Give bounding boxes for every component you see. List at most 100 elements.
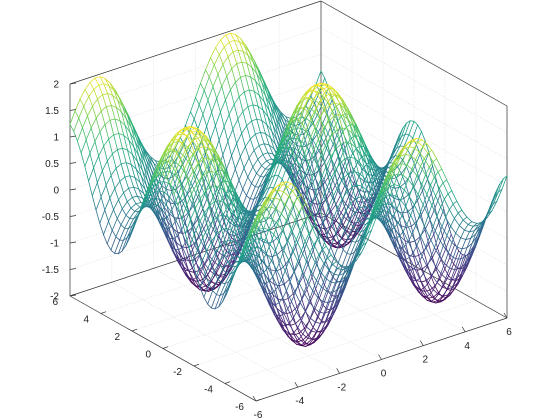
mesh-segment xyxy=(338,269,344,276)
mesh-segment xyxy=(239,146,246,158)
mesh-segment xyxy=(199,182,206,195)
mesh-segment xyxy=(417,255,423,264)
mesh-segment xyxy=(172,139,179,150)
mesh-segment xyxy=(345,210,350,221)
mesh-segment xyxy=(318,301,324,313)
mesh-segment xyxy=(288,249,294,262)
mesh-segment xyxy=(324,193,329,209)
mesh-segment xyxy=(167,221,174,229)
mesh-segment xyxy=(327,276,334,293)
mesh-segment xyxy=(223,41,230,48)
wall-grid-line xyxy=(69,53,322,138)
mesh-segment xyxy=(289,210,296,221)
mesh-segment xyxy=(443,198,450,210)
mesh-segment xyxy=(327,300,334,304)
mesh-segment xyxy=(430,192,436,209)
mesh-segment xyxy=(416,175,423,185)
mesh-segment xyxy=(425,236,430,248)
mesh-segment xyxy=(293,174,300,184)
mesh-segment xyxy=(227,216,233,231)
mesh-segment xyxy=(422,273,429,284)
mesh-segment xyxy=(170,211,177,221)
mesh-segment xyxy=(253,90,259,107)
mesh-segment xyxy=(263,273,269,289)
mesh-segment xyxy=(205,270,211,279)
mesh-segment xyxy=(219,273,226,277)
mesh-segment xyxy=(164,227,171,239)
mesh-segment xyxy=(270,215,275,226)
mesh-segment xyxy=(421,255,428,267)
mesh-segment xyxy=(187,127,193,133)
mesh-segment xyxy=(400,153,406,157)
mesh-segment xyxy=(230,198,236,209)
mesh-segment xyxy=(349,156,356,159)
mesh-segment xyxy=(401,256,408,265)
mesh-segment xyxy=(125,118,131,133)
mesh-segment xyxy=(195,136,201,139)
mesh-segment xyxy=(191,134,197,141)
mesh-segment xyxy=(255,199,262,208)
mesh-segment xyxy=(246,125,251,140)
mesh-segment xyxy=(356,223,363,232)
mesh-segment xyxy=(260,189,267,201)
mesh-segment xyxy=(229,266,236,275)
mesh-segment xyxy=(212,215,219,222)
mesh-segment xyxy=(189,224,194,235)
mesh-segment xyxy=(271,154,278,170)
mesh-segment xyxy=(258,264,264,281)
mesh-segment xyxy=(336,233,343,239)
mesh-segment xyxy=(106,160,112,176)
mesh-segment xyxy=(260,222,265,233)
mesh-segment xyxy=(207,86,214,101)
mesh-segment xyxy=(198,222,204,238)
mesh-segment xyxy=(339,163,344,179)
mesh-segment xyxy=(411,279,418,290)
mesh-segment xyxy=(246,62,251,78)
mesh-segment xyxy=(334,298,340,310)
floor-grid-line xyxy=(162,265,415,349)
mesh-segment xyxy=(297,171,304,182)
mesh-segment xyxy=(174,201,181,205)
mesh-segment xyxy=(258,94,265,103)
mesh-segment xyxy=(162,212,167,228)
mesh-segment xyxy=(292,239,297,251)
mesh-segment xyxy=(99,209,106,224)
mesh-segment xyxy=(328,190,335,202)
mesh-segment xyxy=(297,260,304,273)
mesh-segment xyxy=(415,221,421,238)
mesh-segment xyxy=(339,275,346,282)
mesh-segment xyxy=(472,223,478,227)
mesh-segment xyxy=(405,165,411,177)
mesh-segment xyxy=(462,216,468,221)
mesh-segment xyxy=(322,304,328,310)
mesh-segment xyxy=(337,265,342,269)
mesh-segment xyxy=(319,206,324,223)
mesh-segment xyxy=(114,118,120,134)
mesh-segment xyxy=(319,77,326,92)
mesh-segment xyxy=(323,231,329,235)
mesh-segment xyxy=(309,89,315,91)
mesh-segment xyxy=(242,50,248,64)
mesh-segment xyxy=(151,203,158,206)
mesh-segment xyxy=(208,271,215,285)
mesh-segment xyxy=(231,265,236,268)
mesh-segment xyxy=(313,150,318,165)
mesh-segment xyxy=(281,249,287,265)
mesh-segment xyxy=(382,203,388,212)
mesh-segment xyxy=(300,344,306,347)
mesh-segment xyxy=(280,319,286,325)
mesh-segment xyxy=(120,224,126,229)
mesh-segment xyxy=(203,168,210,183)
mesh-segment xyxy=(184,259,191,262)
mesh-segment xyxy=(249,138,255,151)
mesh-segment xyxy=(324,316,331,322)
mesh-segment xyxy=(348,119,353,134)
mesh-segment xyxy=(129,131,136,142)
mesh-segment xyxy=(282,290,287,299)
mesh-segment xyxy=(288,164,294,169)
mesh-segment xyxy=(401,258,408,270)
mesh-segment xyxy=(223,206,228,216)
mesh-segment xyxy=(323,262,330,271)
mesh-segment xyxy=(281,126,288,142)
mesh-segment xyxy=(395,235,400,239)
